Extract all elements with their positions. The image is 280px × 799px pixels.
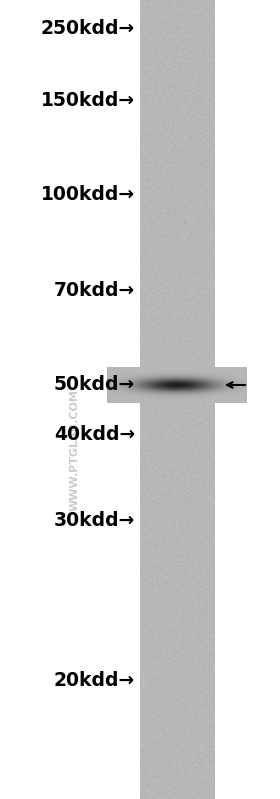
Text: WWW.PTGLAB.COM: WWW.PTGLAB.COM xyxy=(70,389,80,511)
Text: 20kdd→: 20kdd→ xyxy=(54,670,135,690)
Text: 100kdd→: 100kdd→ xyxy=(41,185,135,205)
Text: 50kdd→: 50kdd→ xyxy=(54,376,135,395)
Text: 70kdd→: 70kdd→ xyxy=(54,280,135,300)
Text: 150kdd→: 150kdd→ xyxy=(41,90,135,109)
Text: 40kdd→: 40kdd→ xyxy=(54,426,135,444)
Text: 30kdd→: 30kdd→ xyxy=(54,511,135,530)
Text: 250kdd→: 250kdd→ xyxy=(41,18,135,38)
